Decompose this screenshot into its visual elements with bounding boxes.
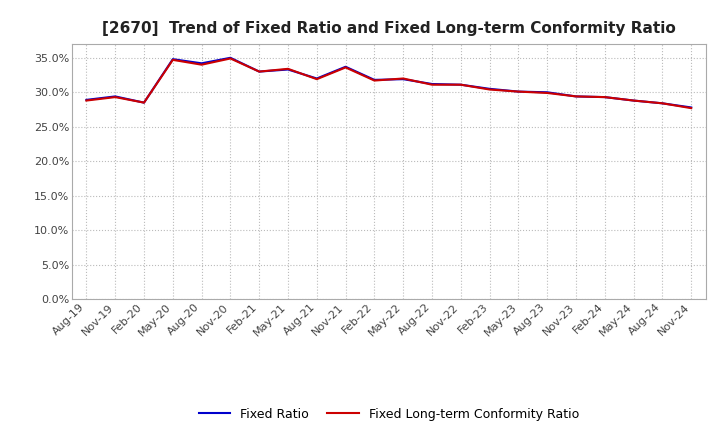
- Fixed Long-term Conformity Ratio: [284, 66, 292, 71]
- Fixed Ratio: [168, 56, 177, 62]
- Fixed Ratio: [543, 90, 552, 95]
- Fixed Long-term Conformity Ratio: [197, 62, 206, 67]
- Fixed Ratio: [658, 101, 667, 106]
- Fixed Long-term Conformity Ratio: [428, 82, 436, 87]
- Line: Fixed Long-term Conformity Ratio: Fixed Long-term Conformity Ratio: [86, 59, 691, 108]
- Fixed Ratio: [572, 94, 580, 99]
- Fixed Ratio: [514, 89, 523, 94]
- Fixed Long-term Conformity Ratio: [399, 76, 408, 81]
- Fixed Ratio: [284, 67, 292, 72]
- Fixed Ratio: [399, 77, 408, 82]
- Fixed Ratio: [687, 105, 696, 110]
- Fixed Long-term Conformity Ratio: [629, 98, 638, 103]
- Fixed Ratio: [600, 95, 609, 100]
- Fixed Long-term Conformity Ratio: [658, 101, 667, 106]
- Fixed Long-term Conformity Ratio: [341, 65, 350, 70]
- Fixed Ratio: [485, 86, 494, 92]
- Fixed Ratio: [341, 64, 350, 70]
- Fixed Long-term Conformity Ratio: [514, 89, 523, 94]
- Fixed Long-term Conformity Ratio: [111, 95, 120, 100]
- Fixed Long-term Conformity Ratio: [312, 77, 321, 82]
- Fixed Ratio: [82, 97, 91, 103]
- Fixed Long-term Conformity Ratio: [255, 69, 264, 74]
- Fixed Long-term Conformity Ratio: [687, 106, 696, 111]
- Fixed Ratio: [111, 94, 120, 99]
- Line: Fixed Ratio: Fixed Ratio: [86, 58, 691, 107]
- Legend: Fixed Ratio, Fixed Long-term Conformity Ratio: Fixed Ratio, Fixed Long-term Conformity …: [194, 403, 584, 425]
- Fixed Ratio: [140, 100, 148, 105]
- Fixed Ratio: [370, 77, 379, 83]
- Fixed Ratio: [197, 61, 206, 66]
- Fixed Ratio: [255, 69, 264, 74]
- Fixed Long-term Conformity Ratio: [485, 87, 494, 92]
- Fixed Long-term Conformity Ratio: [168, 57, 177, 62]
- Fixed Ratio: [312, 76, 321, 81]
- Fixed Ratio: [629, 98, 638, 103]
- Fixed Long-term Conformity Ratio: [370, 78, 379, 83]
- Fixed Long-term Conformity Ratio: [600, 95, 609, 100]
- Fixed Ratio: [226, 55, 235, 60]
- Title: [2670]  Trend of Fixed Ratio and Fixed Long-term Conformity Ratio: [2670] Trend of Fixed Ratio and Fixed Lo…: [102, 21, 675, 36]
- Fixed Ratio: [428, 81, 436, 87]
- Fixed Long-term Conformity Ratio: [572, 94, 580, 99]
- Fixed Long-term Conformity Ratio: [226, 56, 235, 61]
- Fixed Long-term Conformity Ratio: [140, 100, 148, 105]
- Fixed Ratio: [456, 82, 465, 87]
- Fixed Long-term Conformity Ratio: [456, 82, 465, 87]
- Fixed Long-term Conformity Ratio: [82, 98, 91, 103]
- Fixed Long-term Conformity Ratio: [543, 90, 552, 95]
